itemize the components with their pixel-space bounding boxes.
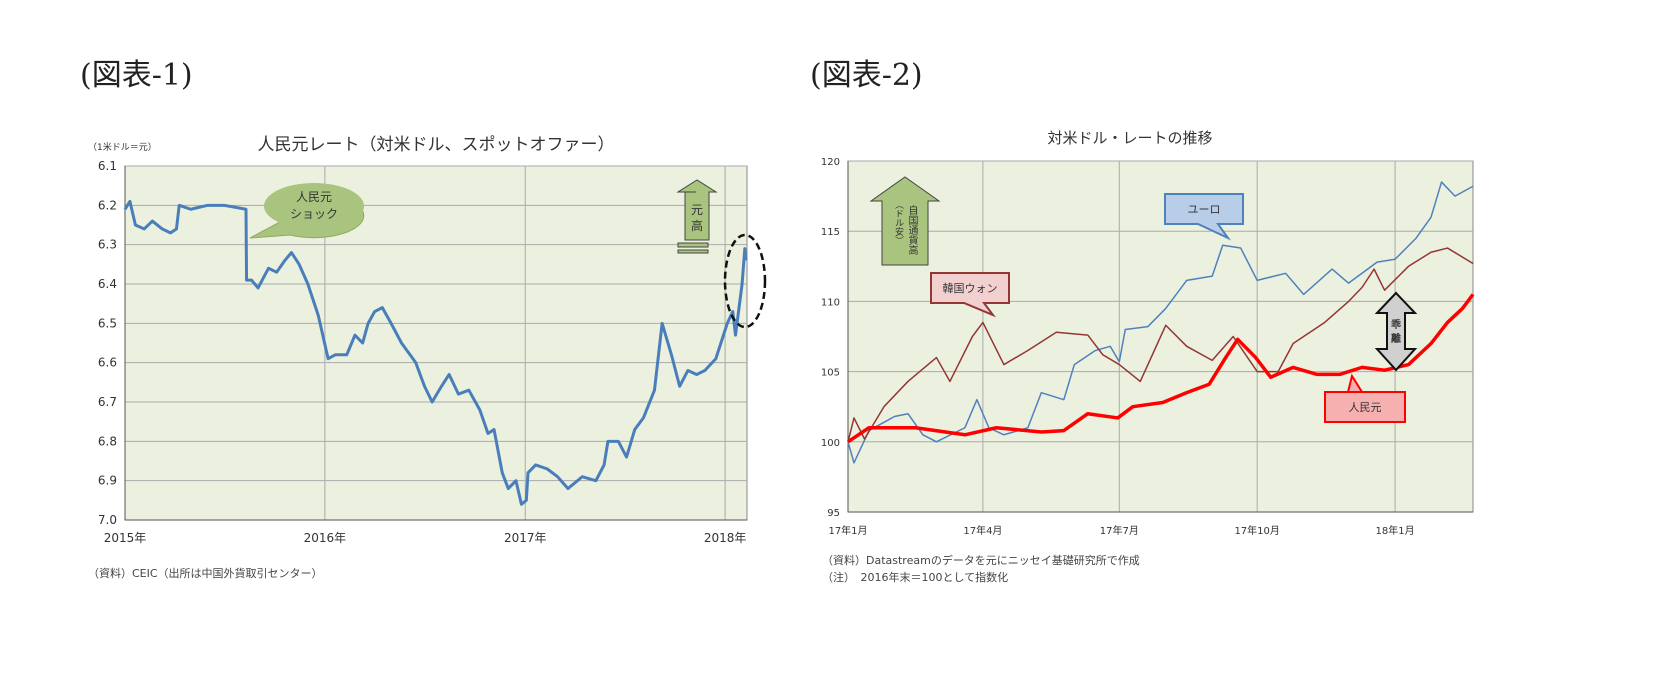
arrow-text-dollar-down: （ドル安） (893, 200, 903, 245)
plot-area (124, 165, 748, 521)
x-tick-label: 17年10月 (1234, 524, 1279, 537)
y-tick-label: 110 (821, 297, 840, 308)
y-tick-label: 115 (821, 227, 840, 238)
y-tick-label: 6.4 (98, 277, 117, 291)
x-tick-label: 17年4月 (963, 524, 1002, 537)
chart2-note: （注） 2016年末＝100として指数化 (822, 571, 1009, 584)
arrow-base-bar (677, 242, 709, 248)
divergence-arrow-icon (1374, 291, 1418, 372)
yuan-callout-tip (1346, 373, 1364, 393)
y-tick-label: 6.6 (98, 356, 117, 370)
gap-label-2: 離 (1391, 332, 1401, 345)
series-line-yuan (123, 199, 748, 506)
y-tick-label: 95 (827, 508, 840, 519)
x-tick-label: 2015年 (104, 531, 147, 545)
x-tick-label: 2017年 (504, 531, 547, 545)
yuan-callout-label: 人民元 (1349, 401, 1382, 414)
y-tick-label: 105 (821, 368, 840, 379)
y-tick-label: 6.1 (98, 159, 117, 173)
figure-1-label: (図表-1) (80, 58, 193, 93)
y-tick-label: 6.9 (98, 474, 117, 488)
euro-callout-label: ユーロ (1188, 203, 1221, 216)
y-tick-label: 6.8 (98, 434, 117, 448)
shock-callout-line1: 人民元 (296, 190, 332, 204)
y-tick-label: 100 (821, 438, 840, 449)
chart2-title: 対米ドル・レートの推移 (1047, 129, 1212, 147)
highlight-ellipse (723, 233, 767, 329)
yuan-callout (1324, 391, 1406, 423)
won-callout (930, 272, 1010, 318)
y-tick-label: 6.3 (98, 238, 117, 252)
shock-callout-bubble (264, 183, 364, 229)
arrow-label-1: 元 (691, 203, 703, 217)
chart2-source: （資料）Datastreamのデータを元にニッセイ基礎研究所で作成 (822, 554, 1140, 567)
chart1-unit-label: （1米ドル＝元） (88, 141, 157, 153)
up-arrow-icon (676, 179, 718, 241)
chart1-source: （資料）CEIC（出所は中国外貨取引センター） (88, 567, 323, 580)
y-tick-label: 6.7 (98, 395, 117, 409)
y-tick-label: 120 (821, 157, 840, 168)
chart1-title: 人民元レート（対米ドル、スポットオファー） (258, 135, 615, 155)
x-tick-label: 17年1月 (828, 524, 867, 537)
won-callout-label: 韓国ウォン (943, 282, 998, 295)
x-tick-label: 2016年 (304, 531, 347, 545)
arrow-text-currency-up: 自国通貨高 (906, 205, 917, 255)
x-tick-label: 18年1月 (1376, 524, 1415, 537)
series-line-ユーロ (847, 181, 1474, 464)
currency-up-arrow-icon (869, 176, 941, 266)
y-tick-label: 6.5 (98, 316, 117, 330)
figure-2-label: (図表-2) (810, 58, 923, 93)
y-tick-label: 6.2 (98, 198, 117, 212)
euro-callout (1164, 193, 1244, 241)
arrow-label-2: 高 (691, 218, 703, 233)
shock-callout-line2: ショック (290, 207, 338, 221)
arrow-base-bar (677, 249, 709, 254)
series-line-韓国ウォン (847, 247, 1474, 442)
x-tick-label: 2018年 (704, 531, 747, 545)
gap-label-1: 乖 (1391, 318, 1401, 331)
y-tick-label: 7.0 (98, 513, 117, 527)
x-tick-label: 17年7月 (1100, 524, 1139, 537)
